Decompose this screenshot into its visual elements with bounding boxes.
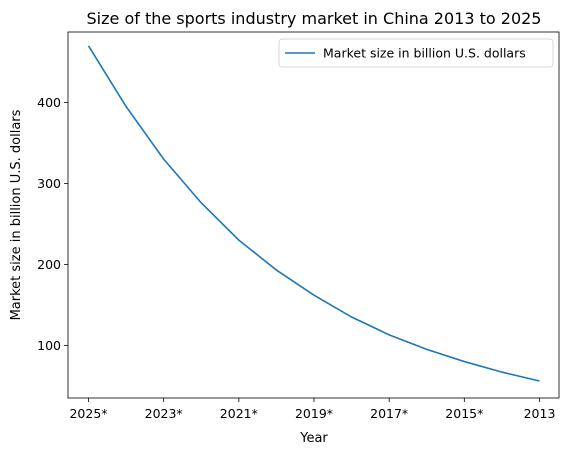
y-axis-ticks: 100 200 300 400: [37, 95, 68, 353]
x-tick-label: 2017*: [370, 406, 408, 421]
x-axis-title: Year: [299, 431, 328, 446]
y-tick-label: 100: [37, 338, 61, 353]
x-tick-label: 2019*: [295, 406, 333, 421]
legend: Market size in billion U.S. dollars: [278, 38, 554, 68]
chart-title: Size of the sports industry market in Ch…: [87, 9, 542, 28]
y-axis-title: Market size in billion U.S. dollars: [9, 109, 24, 320]
legend-label: Market size in billion U.S. dollars: [323, 46, 526, 61]
x-tick-label: 2021*: [220, 406, 258, 421]
x-axis-ticks: 2025* 2023* 2021* 2019* 2017* 2015* 2013: [69, 398, 555, 421]
series-line: [87, 45, 540, 382]
y-tick-label: 300: [37, 176, 61, 191]
x-tick-label: 2023*: [145, 406, 183, 421]
y-tick-label: 400: [37, 95, 61, 110]
x-tick-label: 2025*: [69, 406, 107, 421]
y-tick-label: 200: [37, 257, 61, 272]
x-tick-label: 2015*: [445, 406, 483, 421]
legend-box: [278, 38, 554, 68]
x-tick-label: 2013: [524, 406, 556, 421]
plot-frame: [67, 31, 560, 399]
